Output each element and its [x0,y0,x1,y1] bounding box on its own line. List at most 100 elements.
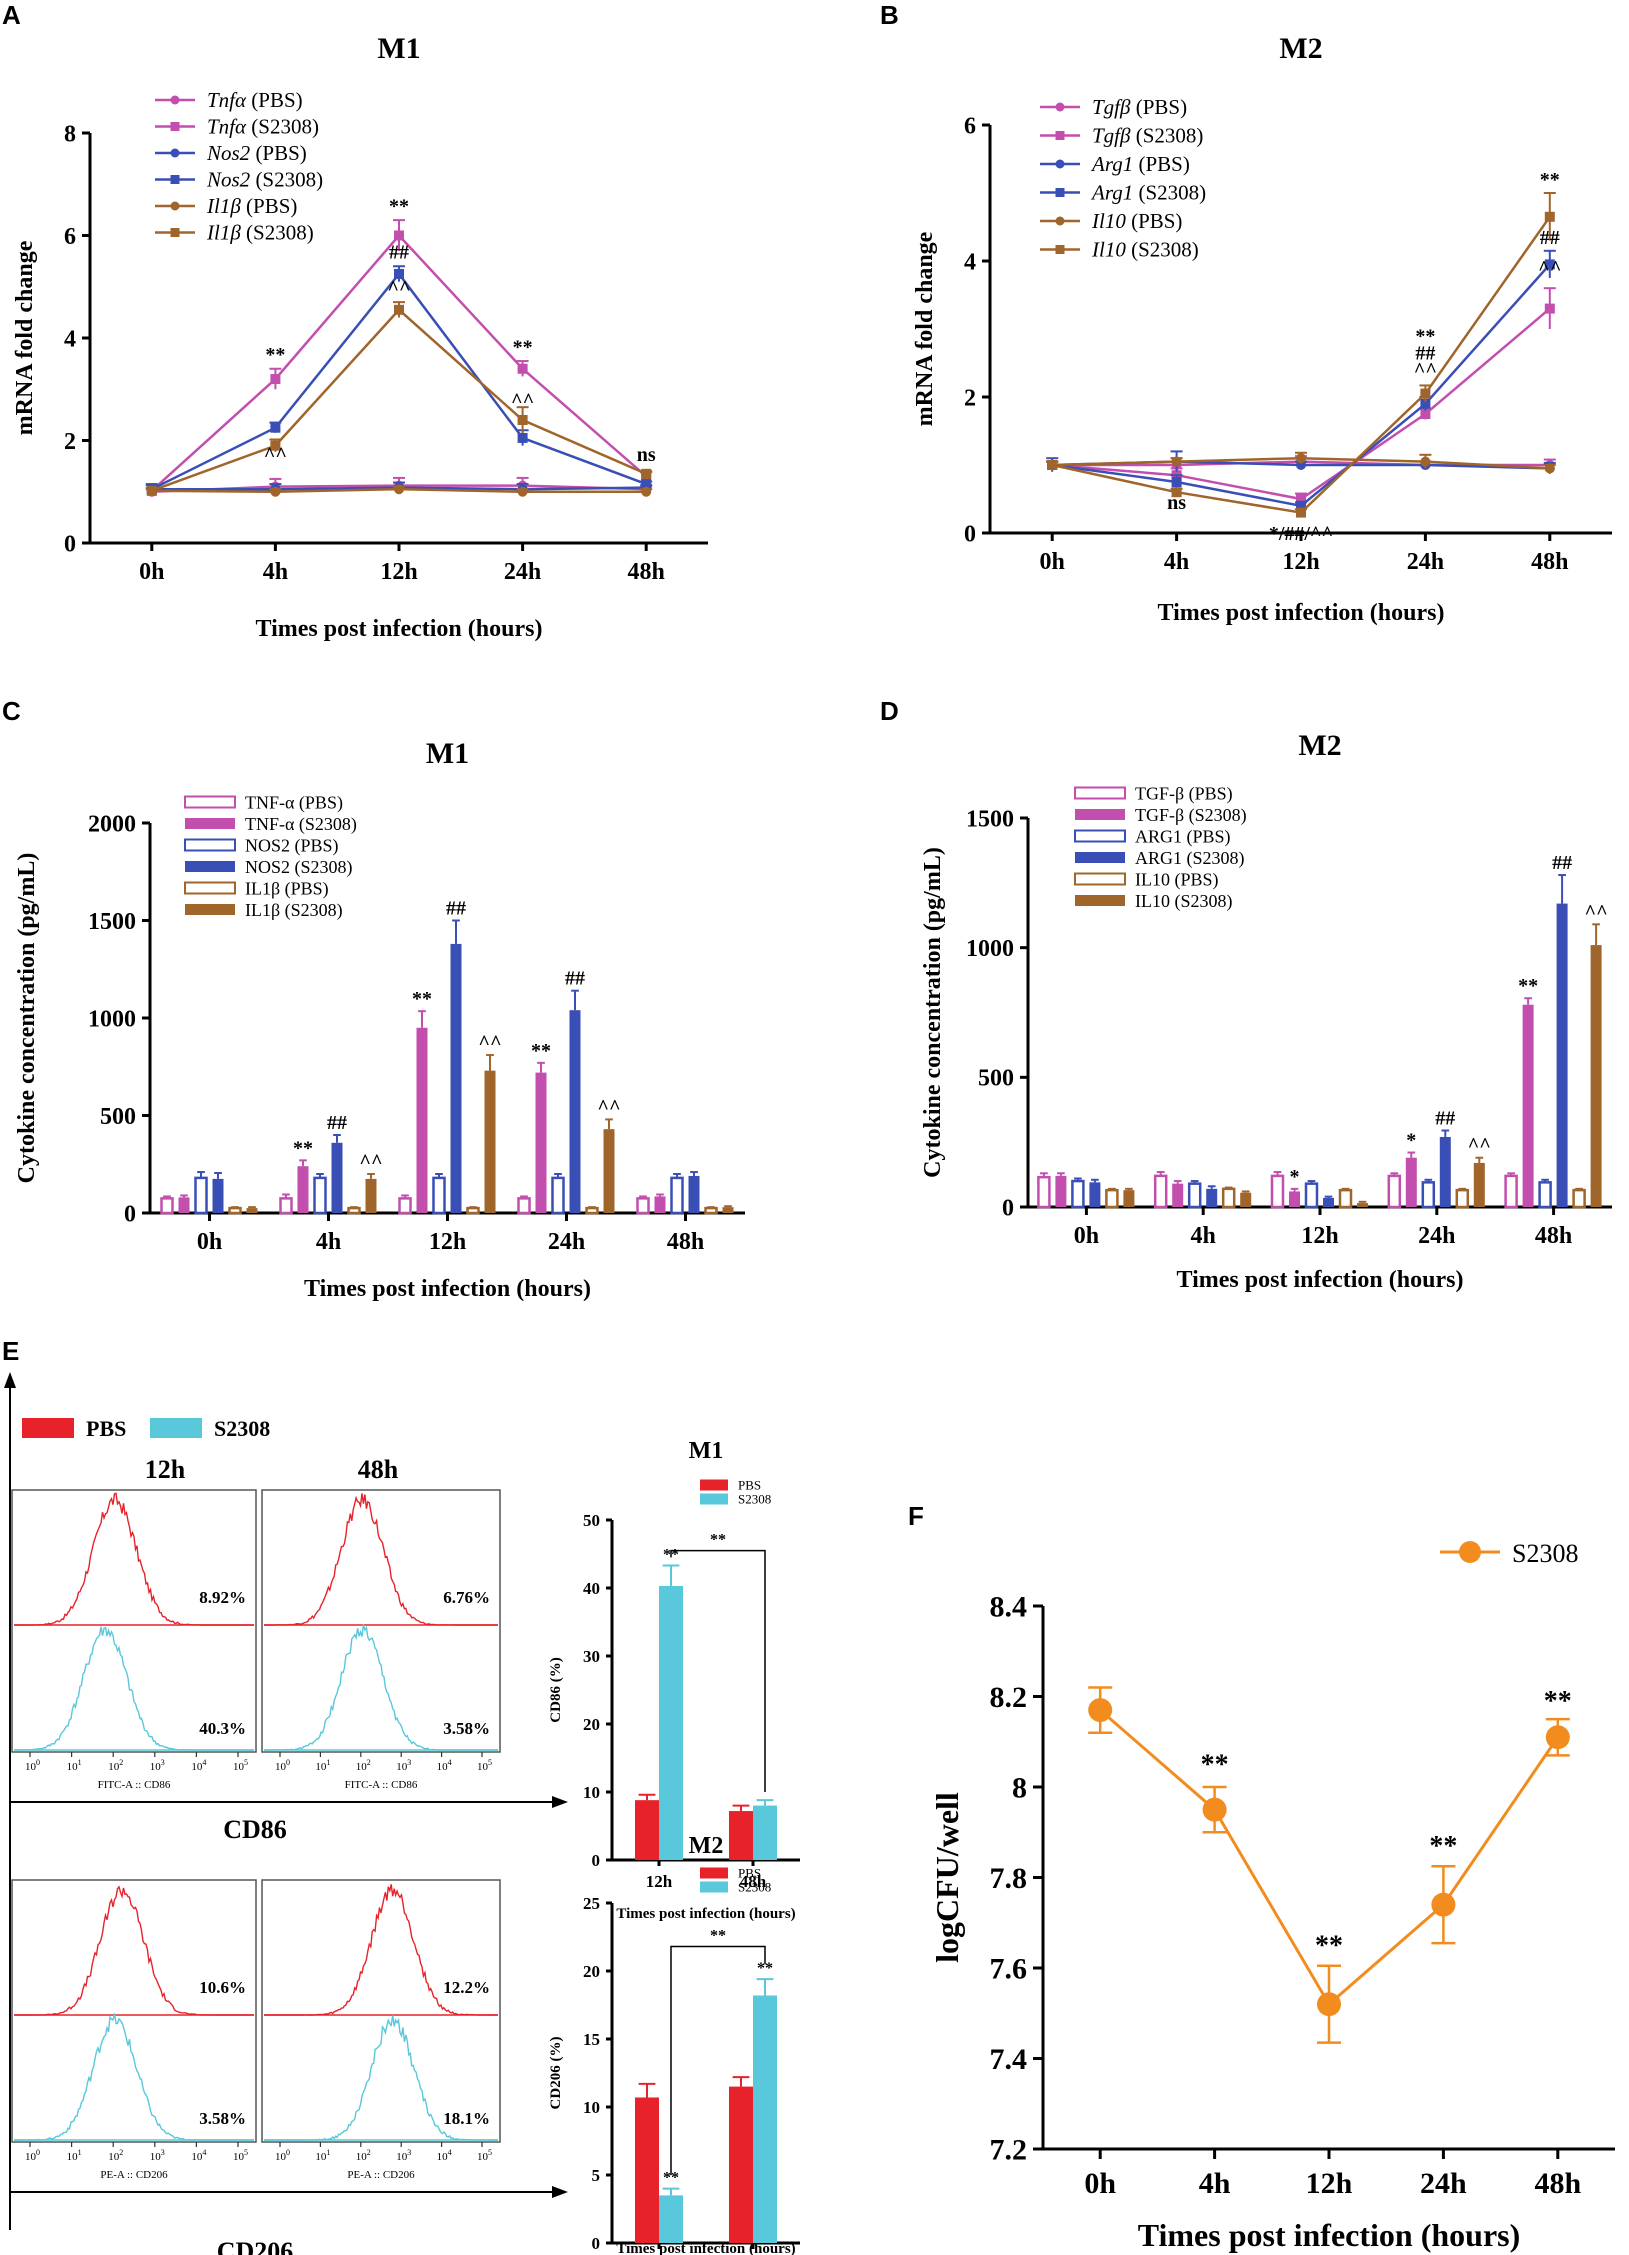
bar [1421,1181,1436,1209]
legend-label: PBS [738,1478,761,1493]
bar [365,1178,377,1213]
s2308-histogram [264,2015,498,2141]
bar [551,1176,565,1215]
legend-label: ARG1 (PBS) [1135,826,1231,847]
y-tick-label: 1000 [88,1006,136,1032]
legend-label: Nos2 (PBS) [206,141,307,165]
pbs-histogram [264,1493,498,1626]
histogram-tick-label: 101 [315,2148,330,2163]
bar [1439,1136,1451,1207]
data-point [1296,500,1306,511]
y-tick-label: 30 [583,1647,600,1666]
x-tick-label: 48h [628,559,665,585]
legend-label: S2308 [738,1880,771,1895]
legend-label: Tgfβ (S2308) [1092,124,1203,148]
bar [228,1206,242,1215]
histogram-axis-label: FITC-A :: CD86 [345,1779,418,1791]
bar [704,1206,718,1215]
legend-swatch [184,795,236,809]
histogram-axis-label: FITC-A :: CD86 [98,1779,171,1791]
legend-label: Tgfβ (PBS) [1092,95,1187,119]
s2308-percentage: 3.58% [199,2109,246,2128]
chart-title: M2 [1298,729,1341,762]
data-point [641,479,652,490]
significance-label: ** [757,1960,773,1977]
marker-label-cd86: CD86 [223,1815,287,1844]
bar [1221,1187,1236,1209]
y-tick-label: 8 [1012,1772,1027,1805]
legend-label: NOS2 (PBS) [245,835,339,856]
data-point [1047,460,1058,470]
s2308-percentage: 18.1% [443,2109,490,2128]
x-tick-label: 4h [1199,2167,1231,2200]
significance-label: ^^ [1414,360,1437,382]
data-point [1544,303,1555,314]
legend-marker [1055,245,1065,254]
legend-swatch [22,1418,74,1438]
bar [729,2086,753,2243]
histogram-tick-label: 103 [396,1758,411,1773]
e-horizontal-arrow [552,1796,568,1808]
y-tick-label: 7.4 [990,2043,1028,2076]
legend-marker [1459,1541,1481,1563]
bar [1172,1183,1184,1207]
y-tick-label: 15 [583,2030,600,2049]
bracket-label: ** [710,1532,726,1549]
histogram-tick-label: 100 [275,2148,290,2163]
y-tick-label: 7.2 [990,2134,1028,2167]
y-tick-label: 1000 [966,936,1014,962]
x-axis-label: Times post infection (hours) [1177,1267,1464,1293]
legend-label: Arg1 (S2308) [1090,181,1206,205]
legend-swatch [150,1418,202,1438]
bar [670,1176,684,1215]
panel-b: 0 2 4 6 0h 4h 12h 24h 48h M2 Times post infection … [912,32,1612,626]
marker-label-cd206: CD206 [217,2237,294,2255]
bar [1105,1188,1119,1209]
legend-label: Nos2 (S2308) [206,168,323,192]
histogram-tick-label: 105 [233,2148,248,2163]
data-point [394,268,404,279]
legend-swatch [1075,852,1125,863]
y-tick-label: 8.4 [990,1591,1028,1624]
legend-swatch [185,861,235,872]
panel-label-c: C [2,696,21,726]
bar [1323,1197,1334,1207]
significance-label: ** [1518,975,1538,997]
panel-label-d: D [880,696,899,726]
legend-label: S2308 [214,1416,270,1441]
data-point [1544,259,1555,270]
x-tick-label: 24h [504,559,541,585]
significance-label: ** [1315,1930,1343,1961]
y-axis-label: Cytokine concentration (pg/mL) [14,853,40,1184]
legend-label: Il10 (PBS) [1091,209,1182,233]
time-label-48h: 48h [358,1455,399,1484]
legend-label: Arg1 (PBS) [1090,152,1190,176]
y-tick-label: 7.6 [990,1953,1028,1986]
bar [1240,1192,1252,1207]
y-tick-label: 6 [964,113,976,139]
legend-swatch [185,818,235,829]
pbs-histogram [264,1884,498,2016]
x-tick-label: 48h [1531,549,1568,575]
x-tick-label: 12h [646,1872,673,1891]
significance-label: ** [1540,169,1560,191]
legend-label: S2308 [738,1492,771,1507]
significance-label: ## [1540,227,1560,249]
data-point [1317,1992,1341,2017]
legend-swatch [184,881,236,895]
legend-label: IL1β (S2308) [245,900,343,921]
histogram-tick-label: 104 [191,2148,206,2163]
x-tick-label: 24h [548,1229,585,1255]
panel-label-a: A [2,0,21,30]
legend-marker [170,148,180,158]
y-tick-label: 10 [583,1783,600,1802]
legend-swatch [700,1881,728,1893]
bar [484,1070,496,1213]
legend-marker [170,122,180,131]
significance-label: ## [446,898,466,920]
x-axis-label: Times post infection (hours) [256,616,543,642]
bar [347,1206,361,1215]
bar [729,1811,753,1860]
legend-marker [1055,131,1065,140]
legend-swatch [1075,809,1125,820]
